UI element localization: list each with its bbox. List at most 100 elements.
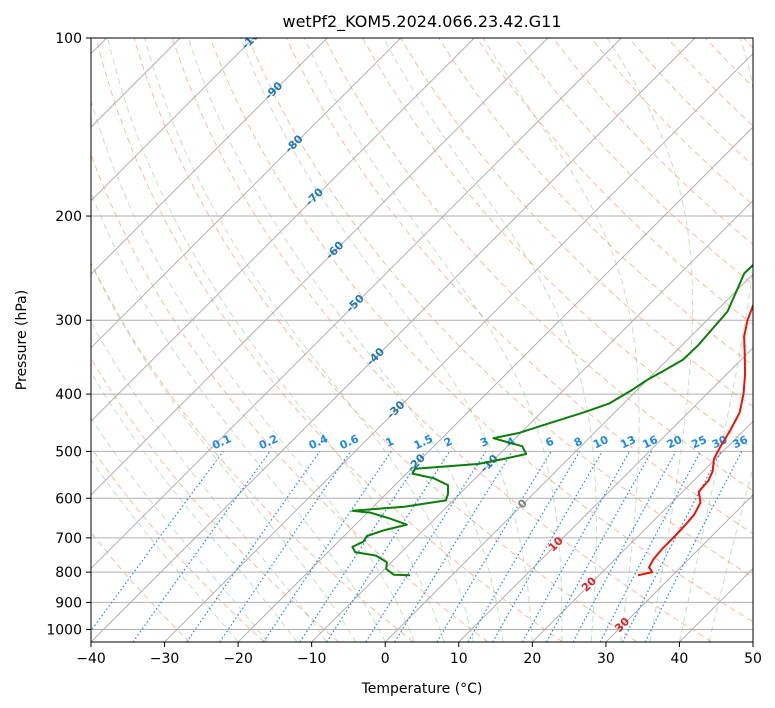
x-tick-label: −40 — [76, 651, 106, 667]
isotherm-label: 40 — [645, 655, 665, 675]
y-tick-label: 600 — [55, 491, 82, 507]
y-tick-label: 300 — [55, 313, 82, 329]
x-tick-label: 20 — [523, 651, 541, 667]
isotherm-line — [752, 641, 753, 642]
isotherm-line — [91, 38, 475, 423]
isotherm-line — [91, 38, 255, 202]
mixing-ratio-lines — [91, 451, 743, 642]
x-tick-label: 50 — [744, 651, 762, 667]
mixing-ratio-line — [186, 451, 321, 642]
x-tick-label: 30 — [597, 651, 615, 667]
x-axis-title: Temperature (°C) — [361, 681, 483, 697]
mixing-ratio-label: 36 — [731, 433, 751, 451]
y-tick-label: 700 — [55, 531, 82, 547]
isotherm-line — [164, 52, 753, 642]
dry-adiabat — [91, 531, 191, 642]
mixing-ratio-line — [644, 451, 743, 642]
mixing-ratio-line — [572, 451, 677, 642]
y-tick-label: 400 — [55, 387, 82, 403]
isotherm-line — [91, 38, 402, 349]
mixing-ratio-label: 16 — [641, 433, 661, 451]
x-tick-label: −30 — [150, 651, 180, 667]
dry-adiabat — [91, 153, 489, 642]
y-tick-label: 500 — [55, 444, 82, 460]
moist-adiabat — [678, 38, 753, 642]
mixing-ratio-line — [91, 451, 224, 632]
dry-adiabat — [476, 38, 753, 326]
mixing-ratio-line — [546, 451, 653, 642]
x-tick-label: −20 — [223, 651, 253, 667]
isotherm-line — [237, 126, 753, 642]
isotherm-line — [384, 273, 753, 642]
y-axis-title: Pressure (hPa) — [14, 290, 30, 390]
moist-adiabat — [708, 465, 753, 642]
dry-adiabat — [133, 38, 638, 642]
moist-adiabat — [91, 191, 386, 642]
dry-adiabat — [324, 38, 753, 492]
dry-adiabat — [767, 0, 775, 642]
mixing-ratio-line — [326, 451, 451, 642]
moist-adiabat — [91, 417, 268, 642]
mixing-ratio-label: 30 — [710, 433, 730, 451]
x-tick-label: 10 — [450, 651, 468, 667]
y-tick-label: 900 — [55, 595, 82, 611]
moist-adiabat — [482, 38, 640, 642]
dry-adiabat — [91, 357, 340, 642]
mixing-ratio-label: 13 — [618, 433, 637, 451]
moist-adiabat — [91, 98, 416, 642]
isotherm-line — [458, 347, 753, 642]
y-tick-label: 1000 — [46, 622, 82, 638]
isotherm-line — [311, 199, 753, 642]
dry-adiabat — [209, 38, 753, 623]
dry-adiabat — [91, 261, 414, 642]
isotherm-line — [605, 494, 753, 642]
y-tick-label: 200 — [55, 209, 82, 225]
moist-adiabat — [91, 320, 327, 642]
axis-ticks: −40 −30 −20 −10 0 10 20 30 40 50 100 200 300 400 500 60… — [46, 31, 762, 667]
y-tick-label: 100 — [55, 31, 82, 47]
plot-frame — [90, 37, 754, 643]
profile-series — [351, 263, 753, 577]
moist-adiabat — [383, 38, 597, 642]
mixing-ratio-line — [521, 451, 631, 642]
isotherm-line — [91, 38, 549, 496]
moist-adiabat — [91, 371, 298, 642]
dry-adiabat — [247, 38, 753, 578]
dewpoint-profile — [351, 263, 753, 577]
mixing-ratio-line — [262, 451, 392, 642]
plot-background — [91, 38, 753, 642]
moist-adiabat — [144, 38, 474, 642]
moist-adiabat — [606, 38, 694, 642]
isotherm-line — [91, 38, 696, 642]
x-tick-label: −10 — [297, 651, 327, 667]
moist-adiabat — [240, 38, 533, 642]
grid — [91, 38, 753, 642]
mixing-ratio-label: 25 — [689, 433, 708, 451]
y-tick-label: 800 — [55, 565, 82, 581]
mixing-ratio-line — [132, 451, 271, 642]
mixing-ratio-line — [299, 451, 426, 642]
moist-adiabat — [91, 458, 239, 642]
mixing-ratio-labels: 0.1 0.2 0.4 0.6 1 1.5 2 3 4 6 8 10 13 16 20 25 30 36 — [210, 432, 750, 452]
isotherm-line — [91, 38, 328, 275]
moist-adiabats — [91, 38, 753, 642]
x-tick-label: 0 — [381, 651, 390, 667]
moist-adiabat — [187, 38, 504, 642]
mixing-ratio-line — [219, 451, 352, 642]
mixing-ratio-line — [394, 451, 513, 642]
chart-title: wetPf2_KOM5.2024.066.23.42.G11 — [282, 12, 561, 32]
isotherm-line — [531, 420, 753, 642]
dry-adiabat — [285, 38, 753, 535]
x-tick-label: 40 — [671, 651, 689, 667]
moist-adiabat — [303, 38, 563, 642]
moist-adiabat — [107, 38, 445, 642]
dry-adiabat — [91, 446, 265, 642]
mixing-ratio-label: 20 — [665, 433, 685, 451]
isotherm-line — [91, 38, 622, 570]
mixing-ratio-label: 10 — [591, 433, 611, 451]
moist-adiabat — [91, 262, 357, 642]
dry-adiabat — [438, 38, 753, 366]
temperature-profile — [637, 302, 753, 577]
